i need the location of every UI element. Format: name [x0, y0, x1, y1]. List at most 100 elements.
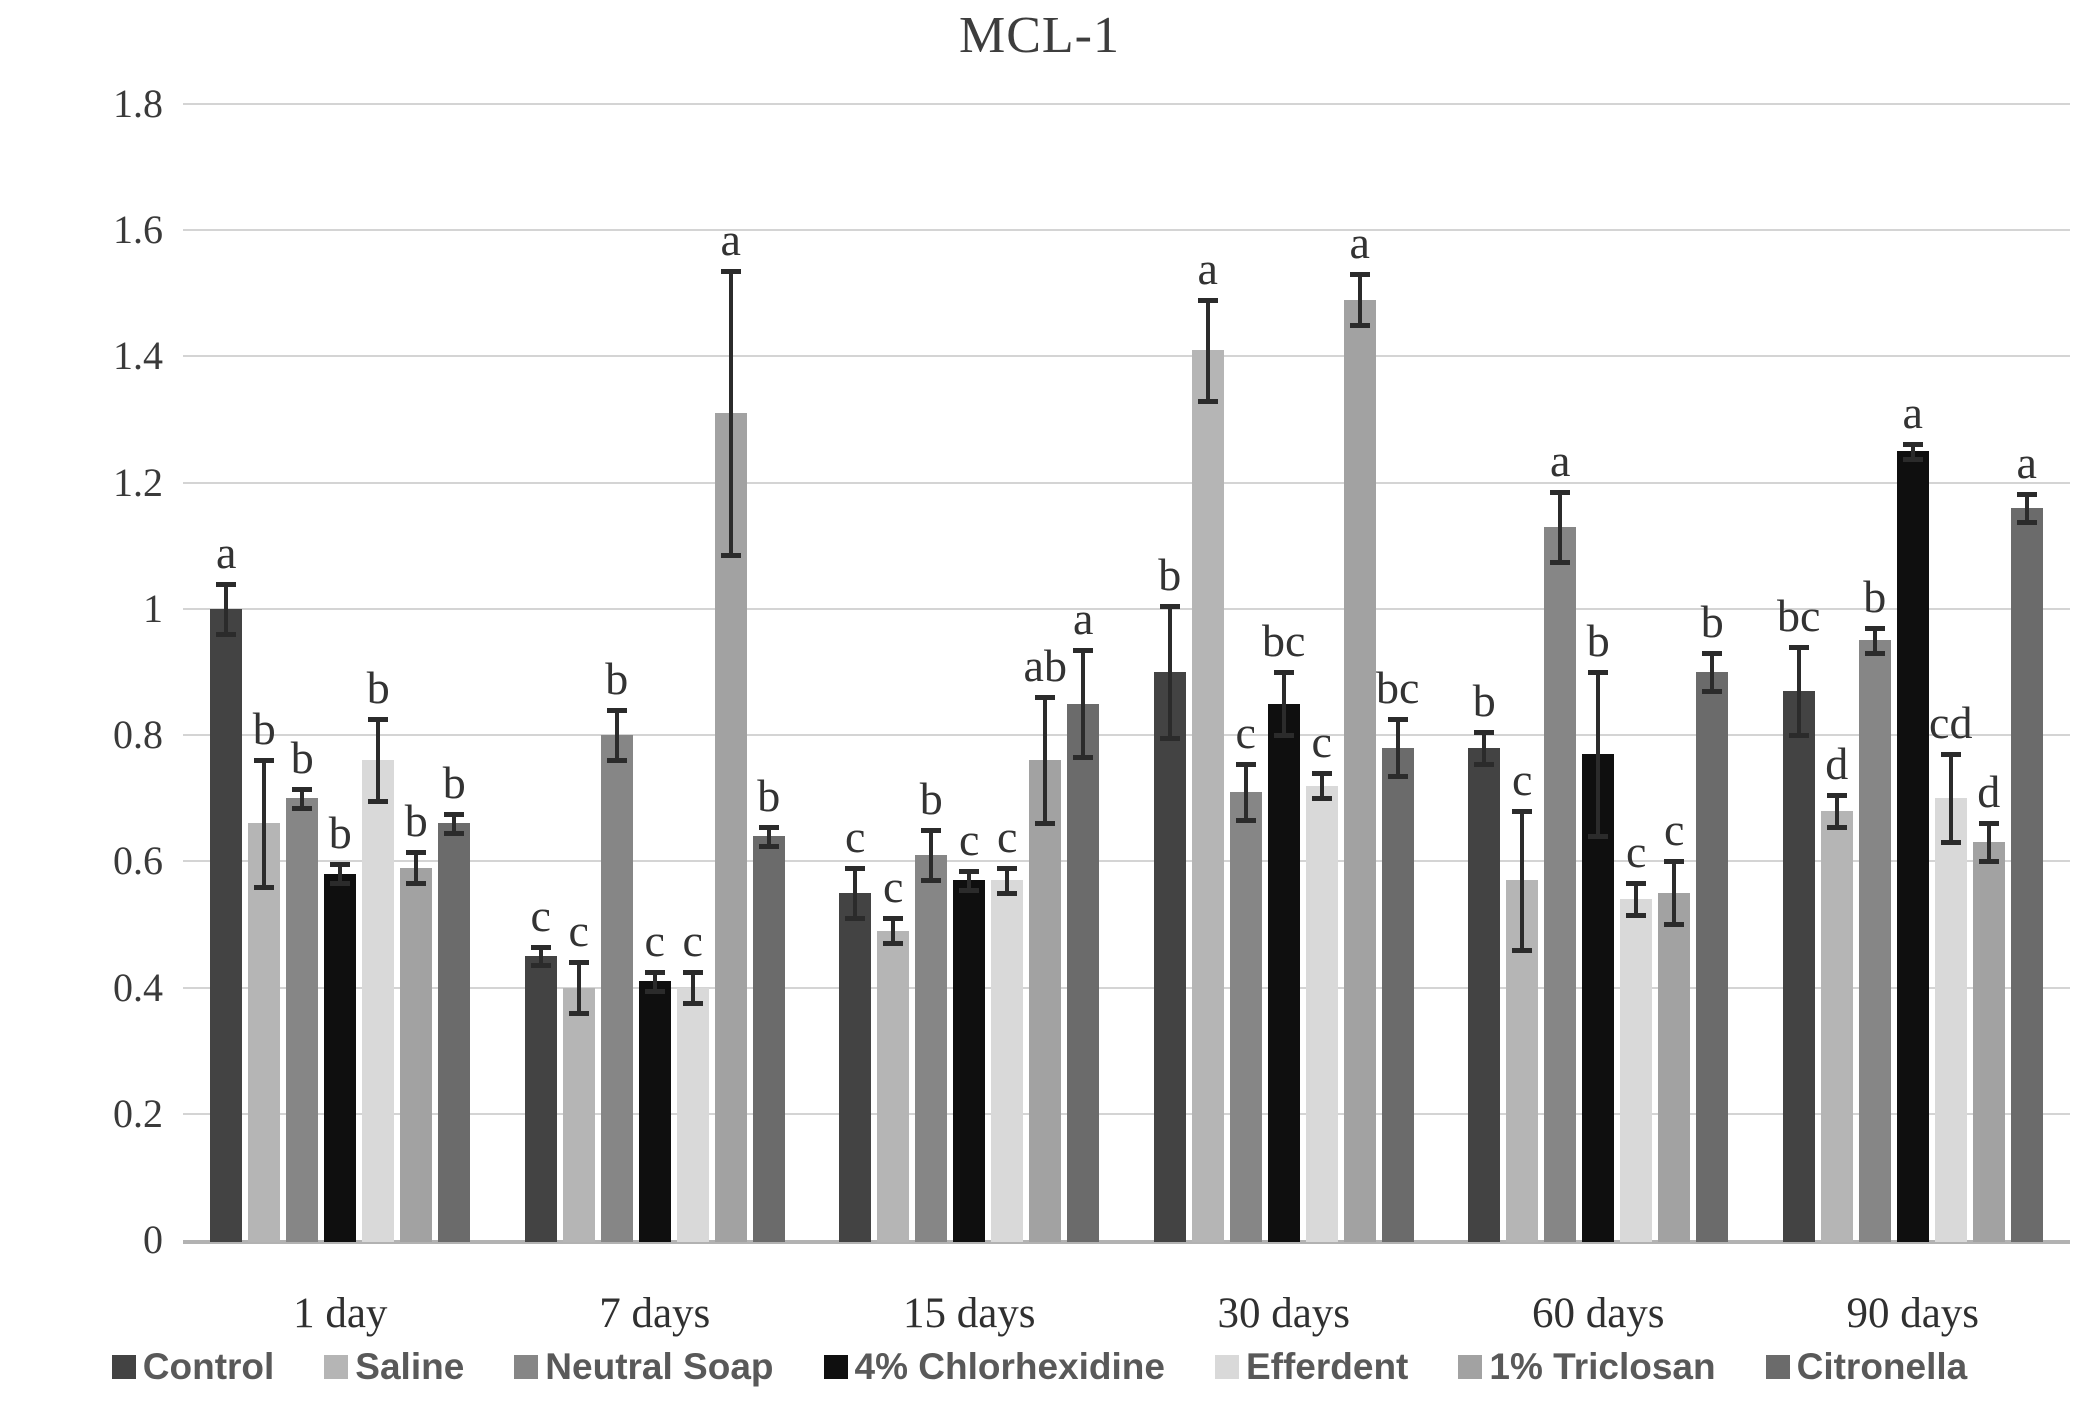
significance-letter: c: [997, 810, 1018, 862]
gridline: [183, 355, 2070, 358]
error-bar-cap-bottom: [406, 881, 427, 887]
error-bar-cap-bottom: [254, 884, 275, 890]
error-bar: [929, 829, 934, 881]
error-bar-cap-top: [644, 969, 665, 975]
error-bar: [614, 709, 619, 761]
bar: [676, 987, 709, 1242]
error-bar-cap-bottom: [368, 799, 389, 805]
bar: [400, 867, 433, 1242]
error-bar-cap-bottom: [1902, 456, 1923, 462]
bar: [1544, 526, 1577, 1242]
significance-letter: b: [757, 769, 781, 821]
legend-swatch-icon: [823, 1354, 848, 1379]
error-bar-cap-bottom: [845, 916, 866, 922]
error-bar: [376, 719, 381, 802]
error-bar-cap-top: [254, 758, 275, 764]
bar: [2010, 507, 2043, 1242]
error-bar: [538, 946, 543, 966]
legend-swatch-icon: [1458, 1354, 1483, 1379]
error-bar-cap-top: [1073, 647, 1094, 653]
significance-letter: c: [1626, 826, 1647, 878]
error-bar-cap-bottom: [1235, 818, 1256, 824]
chart-title: MCL-1: [959, 7, 1120, 64]
gridline: [183, 481, 2070, 484]
y-axis-tick-label: 1.8: [113, 81, 163, 126]
legend-item: 4% Chlorhexidine: [823, 1346, 1165, 1387]
significance-letter: b: [1472, 674, 1496, 726]
bar: [1696, 672, 1729, 1242]
error-bar-cap-top: [606, 707, 627, 713]
significance-letter: b: [1586, 615, 1610, 666]
bar: [438, 823, 471, 1242]
significance-letter: c: [530, 889, 551, 941]
y-axis-tick-label: 1.2: [113, 459, 163, 505]
error-bar: [1167, 605, 1172, 739]
error-bar-cap-bottom: [959, 887, 980, 893]
y-axis-tick-label: 0.2: [113, 1090, 163, 1136]
error-bar: [891, 918, 896, 944]
significance-letter: b: [1700, 596, 1724, 648]
error-bar-cap-top: [2016, 492, 2037, 498]
x-category-label: 30 days: [1217, 1290, 1351, 1337]
error-bar-cap-bottom: [1512, 947, 1533, 953]
significance-letter: c: [959, 813, 980, 865]
bar: [877, 930, 910, 1242]
error-bar: [1910, 443, 1915, 459]
y-axis-tick-label: 0.6: [113, 838, 163, 884]
error-bar-cap-bottom: [720, 553, 741, 559]
significance-letter: d: [1977, 766, 2001, 818]
error-bar-cap-bottom: [1664, 922, 1685, 928]
significance-letter: c: [1512, 753, 1533, 805]
error-bar-cap-bottom: [682, 1001, 703, 1007]
error-bar-cap-top: [1387, 717, 1408, 723]
error-bar: [224, 583, 229, 635]
error-bar-cap-top: [1035, 695, 1056, 701]
significance-letter: c: [1235, 706, 1256, 758]
error-bar-cap-top: [720, 269, 741, 275]
error-bar: [1243, 763, 1248, 821]
bar: [248, 823, 281, 1242]
significance-letter: b: [290, 731, 314, 783]
y-axis-tick-label: 1.6: [113, 207, 163, 253]
error-bar-cap-top: [1197, 297, 1218, 303]
significance-letter: c: [845, 810, 866, 862]
error-bar: [2024, 494, 2029, 522]
x-category-label: 15 days: [902, 1290, 1036, 1337]
bar: [1153, 672, 1186, 1242]
error-bar-cap-bottom: [1702, 688, 1723, 694]
significance-letter: a: [2016, 437, 2037, 489]
error-bar-cap-bottom: [292, 805, 313, 811]
error-bar: [262, 760, 267, 887]
significance-letter: c: [568, 905, 589, 957]
error-bar: [1948, 754, 1953, 843]
gridline: [183, 1112, 2070, 1115]
error-bar: [853, 867, 858, 919]
error-bar: [1043, 697, 1048, 824]
error-bar: [1672, 861, 1677, 925]
error-bar-cap-top: [1512, 808, 1533, 814]
bar: [1782, 690, 1815, 1242]
bar: [1972, 842, 2005, 1242]
error-bar-cap-bottom: [1349, 322, 1370, 328]
error-bar-cap-bottom: [1940, 840, 1961, 846]
significance-letter: d: [1825, 738, 1849, 790]
error-bar-cap-top: [959, 868, 980, 874]
significance-letter: bc: [1777, 589, 1821, 641]
error-bar-cap-bottom: [330, 881, 351, 887]
error-bar-cap-top: [1702, 651, 1723, 657]
gridline: [183, 229, 2070, 232]
significance-letter: a: [1902, 386, 1923, 438]
legend-swatch-icon: [324, 1354, 349, 1379]
error-bar-cap-top: [292, 786, 313, 792]
legend-label: 4% Chlorhexidine: [854, 1346, 1165, 1387]
error-bar: [1872, 627, 1877, 654]
significance-letter: b: [328, 807, 352, 859]
significance-letter: cd: [1929, 697, 1973, 749]
error-bar: [452, 814, 457, 833]
bar: [524, 956, 557, 1242]
x-category-label: 90 days: [1846, 1290, 1980, 1337]
error-bar: [1596, 672, 1601, 837]
bar: [362, 760, 395, 1242]
error-bar-cap-bottom: [1273, 733, 1294, 739]
